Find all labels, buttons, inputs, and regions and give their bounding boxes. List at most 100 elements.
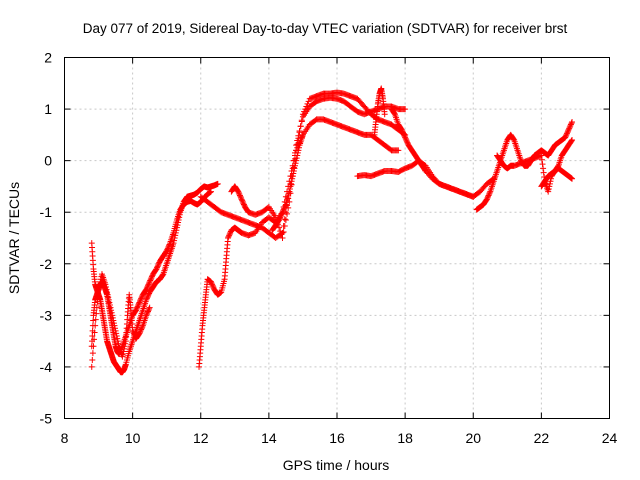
- data-point: [538, 156, 545, 163]
- data-point: [144, 283, 151, 290]
- data-point: [148, 274, 155, 281]
- data-point: [225, 233, 232, 240]
- data-point: [129, 327, 136, 334]
- data-point: [225, 235, 231, 241]
- data-point: [143, 286, 150, 293]
- data-point: [485, 192, 492, 199]
- data-point: [109, 314, 116, 321]
- data-point: [138, 294, 145, 301]
- data-point: [281, 205, 288, 212]
- data-point: [486, 191, 493, 198]
- data-point: [539, 161, 546, 168]
- data-point: [146, 305, 153, 312]
- data-point: [297, 123, 304, 130]
- x-tick-label: 12: [193, 430, 209, 446]
- data-point: [209, 282, 216, 289]
- data-point: [88, 363, 95, 370]
- data-point: [294, 152, 301, 159]
- data-point: [110, 317, 117, 324]
- data-point: [163, 247, 170, 254]
- data-point: [282, 216, 289, 223]
- data-point: [144, 293, 151, 300]
- data-point: [137, 298, 144, 305]
- data-point: [94, 292, 101, 299]
- data-point: [399, 127, 406, 134]
- data-point: [295, 144, 302, 151]
- data-point: [305, 98, 312, 105]
- data-point: [106, 299, 113, 306]
- data-point: [298, 117, 305, 124]
- data-point: [137, 329, 144, 336]
- data-point: [540, 169, 547, 176]
- data-point: [112, 325, 119, 332]
- data-point: [402, 106, 409, 113]
- data-point: [403, 137, 410, 144]
- data-point: [104, 289, 111, 296]
- data-point: [567, 121, 574, 128]
- data-point: [226, 231, 233, 238]
- data-point: [114, 335, 121, 342]
- data-point: [569, 137, 576, 144]
- data-point: [110, 320, 117, 327]
- data-point: [96, 283, 103, 290]
- data-point: [566, 124, 573, 131]
- data-point: [89, 350, 96, 357]
- data-point: [281, 216, 288, 223]
- x-tick-label: 18: [397, 430, 413, 446]
- data-point: [510, 136, 517, 143]
- data-point: [238, 195, 245, 202]
- data-point: [209, 281, 216, 288]
- data-point: [103, 286, 110, 293]
- data-point: [143, 285, 150, 292]
- data-point: [567, 122, 574, 129]
- data-point: [280, 207, 287, 214]
- data-point: [107, 304, 114, 311]
- data-point: [398, 126, 405, 133]
- data-point: [144, 309, 151, 316]
- data-point: [401, 133, 408, 140]
- data-point: [109, 312, 116, 319]
- data-point: [400, 130, 407, 137]
- data-point: [144, 282, 151, 289]
- data-point: [280, 228, 287, 235]
- data-point: [143, 312, 150, 319]
- data-point: [290, 167, 297, 174]
- axis-ticks: [64, 57, 610, 419]
- data-point: [114, 338, 121, 345]
- data-point: [111, 322, 118, 329]
- y-tick-label: -4: [40, 359, 53, 375]
- data-point: [97, 278, 104, 285]
- x-tick-label: 22: [534, 430, 550, 446]
- data-point: [381, 111, 388, 118]
- data-point: [293, 157, 300, 164]
- data-point: [93, 304, 100, 311]
- y-tick-labels: -5 -4 -3 -2 -1 0 1 2: [40, 50, 53, 427]
- data-point: [102, 281, 109, 288]
- data-point: [286, 186, 293, 193]
- data-point: [277, 228, 284, 235]
- data-point: [164, 245, 171, 252]
- data-point: [239, 198, 246, 205]
- data-point: [155, 262, 162, 269]
- x-tick-label: 20: [465, 430, 481, 446]
- data-point: [562, 133, 569, 140]
- data-point: [284, 210, 291, 217]
- data-point: [146, 280, 153, 287]
- data-point: [302, 106, 309, 113]
- data-point: [280, 206, 287, 213]
- data-point: [144, 308, 151, 315]
- data-point: [113, 332, 120, 339]
- data-point: [236, 191, 243, 198]
- data-point: [235, 188, 242, 195]
- data-point: [155, 260, 162, 267]
- data-point: [395, 147, 402, 154]
- data-point: [138, 326, 145, 333]
- data-point: [276, 216, 283, 223]
- data-point: [286, 188, 293, 195]
- data-point: [470, 193, 477, 200]
- data-point: [288, 180, 295, 187]
- data-point: [226, 232, 233, 239]
- data-point: [207, 278, 214, 285]
- data-point: [104, 291, 111, 298]
- data-point: [214, 180, 221, 187]
